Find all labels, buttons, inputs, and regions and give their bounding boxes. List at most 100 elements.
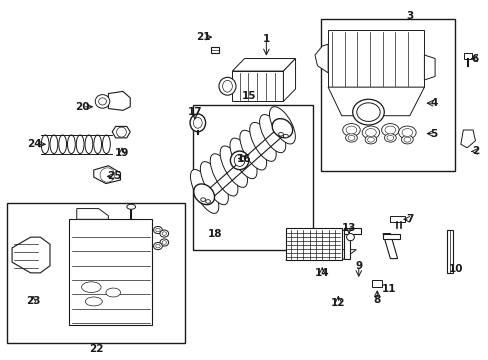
Bar — [193, 105, 312, 249]
Ellipse shape — [365, 129, 375, 136]
Ellipse shape — [346, 234, 354, 241]
Ellipse shape — [384, 134, 395, 142]
Text: 2: 2 — [471, 147, 478, 157]
Text: 24: 24 — [27, 139, 41, 149]
Polygon shape — [314, 44, 327, 73]
Polygon shape — [198, 112, 295, 194]
Text: 4: 4 — [429, 98, 437, 108]
Ellipse shape — [386, 135, 393, 140]
Ellipse shape — [200, 162, 228, 205]
Ellipse shape — [201, 198, 205, 202]
Ellipse shape — [76, 135, 84, 154]
Ellipse shape — [193, 184, 214, 204]
Polygon shape — [112, 126, 130, 138]
Ellipse shape — [367, 137, 373, 142]
Ellipse shape — [50, 135, 58, 154]
Ellipse shape — [153, 226, 162, 234]
Ellipse shape — [190, 114, 205, 132]
Text: 9: 9 — [354, 261, 362, 271]
Ellipse shape — [190, 170, 218, 213]
Ellipse shape — [162, 241, 166, 244]
Polygon shape — [77, 208, 108, 219]
Ellipse shape — [153, 243, 162, 249]
Text: 12: 12 — [330, 298, 345, 308]
Text: 13: 13 — [341, 223, 356, 233]
Ellipse shape — [234, 154, 244, 166]
Ellipse shape — [398, 126, 415, 139]
Polygon shape — [327, 87, 424, 116]
Ellipse shape — [210, 154, 238, 196]
Polygon shape — [283, 59, 295, 102]
Polygon shape — [344, 228, 350, 258]
Ellipse shape — [259, 114, 285, 153]
Polygon shape — [382, 234, 399, 239]
Ellipse shape — [85, 297, 102, 306]
Polygon shape — [108, 91, 130, 111]
Text: 10: 10 — [448, 264, 462, 274]
Polygon shape — [463, 53, 471, 59]
Text: 20: 20 — [75, 102, 90, 112]
Ellipse shape — [346, 126, 356, 134]
Text: 23: 23 — [26, 296, 40, 306]
Ellipse shape — [219, 77, 236, 95]
Ellipse shape — [99, 98, 106, 105]
Ellipse shape — [94, 135, 102, 154]
Ellipse shape — [160, 239, 168, 246]
Ellipse shape — [230, 151, 248, 170]
Polygon shape — [371, 280, 381, 287]
Ellipse shape — [156, 228, 160, 232]
Ellipse shape — [401, 129, 412, 136]
Text: 25: 25 — [107, 171, 121, 181]
Polygon shape — [211, 47, 219, 53]
Text: 7: 7 — [406, 214, 413, 224]
Ellipse shape — [102, 135, 110, 154]
Ellipse shape — [381, 123, 398, 136]
Ellipse shape — [347, 135, 354, 140]
Ellipse shape — [269, 107, 295, 144]
Ellipse shape — [229, 138, 257, 179]
Polygon shape — [344, 228, 361, 234]
Ellipse shape — [365, 135, 376, 144]
Text: 8: 8 — [373, 295, 380, 305]
Text: 19: 19 — [115, 148, 129, 158]
Ellipse shape — [81, 282, 101, 293]
Ellipse shape — [403, 137, 410, 142]
Ellipse shape — [162, 232, 166, 235]
Ellipse shape — [126, 204, 135, 209]
Ellipse shape — [220, 146, 247, 187]
Ellipse shape — [283, 134, 287, 138]
Text: 1: 1 — [262, 34, 269, 44]
Ellipse shape — [352, 99, 384, 125]
Ellipse shape — [272, 119, 292, 138]
Polygon shape — [460, 130, 474, 148]
Ellipse shape — [106, 288, 120, 297]
Text: 17: 17 — [187, 107, 202, 117]
Ellipse shape — [160, 230, 168, 237]
Text: 3: 3 — [406, 11, 412, 21]
Polygon shape — [232, 59, 295, 71]
Polygon shape — [389, 216, 404, 222]
Text: 5: 5 — [429, 129, 437, 139]
Ellipse shape — [85, 135, 93, 154]
Polygon shape — [232, 71, 283, 102]
Text: 22: 22 — [89, 343, 103, 354]
Ellipse shape — [240, 130, 266, 170]
Polygon shape — [12, 237, 50, 273]
Polygon shape — [382, 234, 397, 258]
Ellipse shape — [156, 244, 160, 248]
Polygon shape — [424, 55, 434, 80]
Bar — [7, 203, 184, 342]
Ellipse shape — [249, 122, 276, 161]
Ellipse shape — [205, 200, 210, 203]
Ellipse shape — [116, 127, 126, 137]
Polygon shape — [69, 219, 152, 325]
Text: 16: 16 — [237, 154, 251, 163]
Ellipse shape — [41, 135, 49, 154]
Ellipse shape — [67, 135, 75, 154]
Ellipse shape — [362, 126, 379, 139]
Ellipse shape — [278, 132, 283, 136]
Polygon shape — [94, 166, 120, 184]
Polygon shape — [285, 228, 341, 260]
Text: 11: 11 — [381, 284, 395, 294]
Bar — [321, 19, 454, 171]
